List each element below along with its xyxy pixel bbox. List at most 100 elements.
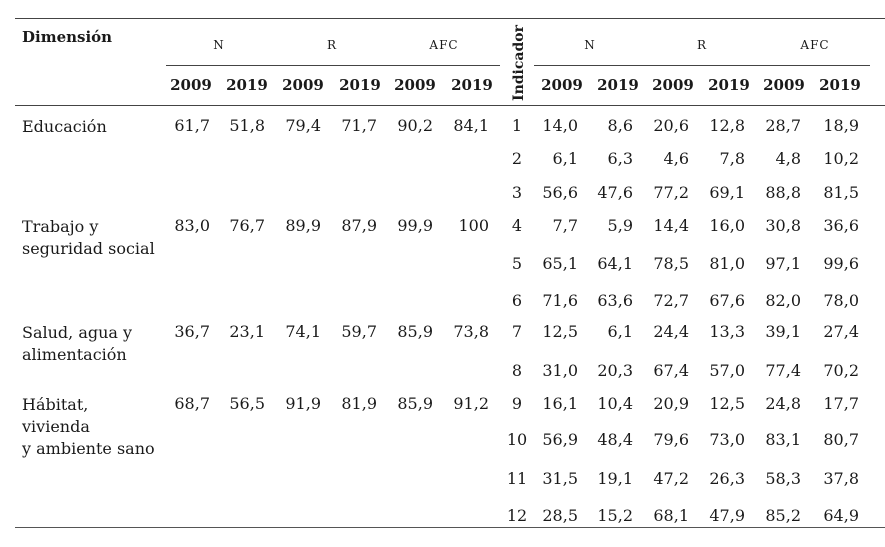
dimension-header: Dimensión (22, 28, 113, 46)
indicator-header: Indicador (506, 25, 532, 101)
dimension-label-line: Hábitat, (22, 395, 89, 414)
dimension-value-cell: 89,9 (285, 216, 321, 235)
dimension-value-cell: 56,5 (229, 394, 265, 413)
indicator-value-cell: 56,6 (542, 183, 578, 202)
indicator-value-cell: 85,2 (765, 506, 801, 525)
top-rule (15, 18, 885, 19)
indicator-value-cell: 36,6 (823, 216, 859, 235)
indicator-value-cell: 24,8 (765, 394, 801, 413)
year-header-right: 2009 (541, 76, 583, 94)
indicator-value-cell: 20,9 (653, 394, 689, 413)
indicator-value-cell: 37,8 (823, 469, 859, 488)
indicator-value-cell: 24,4 (653, 322, 689, 341)
indicator-value-cell: 69,1 (709, 183, 745, 202)
indicator-value-cell: 4,8 (775, 149, 801, 168)
indicator-value-cell: 13,3 (709, 322, 745, 341)
indicator-value-cell: 47,6 (597, 183, 633, 202)
indicator-value-cell: 8,6 (607, 116, 633, 135)
indicator-number: 8 (511, 361, 523, 380)
indicator-value-cell: 17,7 (823, 394, 859, 413)
indicator-value-cell: 15,2 (597, 506, 633, 525)
dimension-value-cell: 87,9 (341, 216, 377, 235)
indicator-value-cell: 64,9 (823, 506, 859, 525)
dimension-value-cell: 36,7 (174, 322, 210, 341)
indicator-value-cell: 68,1 (653, 506, 689, 525)
indicator-value-cell: 72,7 (653, 291, 689, 310)
group-header-right: AFC (800, 38, 830, 52)
indicator-value-cell: 26,3 (709, 469, 745, 488)
indicator-value-cell: 10,4 (597, 394, 633, 413)
year-header-right: 2019 (597, 76, 639, 94)
year-header-right: 2009 (763, 76, 805, 94)
indicator-number: 5 (511, 254, 523, 273)
indicator-value-cell: 88,8 (765, 183, 801, 202)
indicator-header-label: Indicador (511, 25, 527, 101)
indicator-number: 2 (511, 149, 523, 168)
dimension-value-cell: 83,0 (174, 216, 210, 235)
dimension-value-cell: 71,7 (341, 116, 377, 135)
indicator-value-cell: 80,7 (823, 430, 859, 449)
indicator-number: 4 (511, 216, 523, 235)
indicator-value-cell: 16,1 (542, 394, 578, 413)
year-header-left: 2009 (394, 76, 436, 94)
indicator-value-cell: 14,0 (542, 116, 578, 135)
indicator-value-cell: 12,5 (542, 322, 578, 341)
indicator-value-cell: 47,2 (653, 469, 689, 488)
indicator-number: 9 (511, 394, 523, 413)
dimension-value-cell: 85,9 (397, 322, 433, 341)
dimension-value-cell: 51,8 (229, 116, 265, 135)
dimension-value-cell: 91,2 (453, 394, 489, 413)
indicator-value-cell: 57,0 (709, 361, 745, 380)
bottom-rule (15, 527, 885, 528)
indicator-value-cell: 7,7 (552, 216, 578, 235)
dimension-label-line: y ambiente sano (22, 439, 155, 458)
dimension-label-line: alimentación (22, 345, 127, 364)
indicator-number: 7 (511, 322, 523, 341)
dimension-value-cell: 99,9 (397, 216, 433, 235)
indicator-value-cell: 6,1 (607, 322, 633, 341)
dimension-value-cell: 68,7 (174, 394, 210, 413)
group-subrule-left (166, 65, 500, 66)
year-header-left: 2019 (451, 76, 493, 94)
dimension-label: Hábitat, vivienda y ambiente sano (22, 394, 172, 460)
indicator-value-cell: 99,6 (823, 254, 859, 273)
year-header-left: 2019 (339, 76, 381, 94)
dimension-label: Trabajo y seguridad social (22, 216, 172, 260)
indicator-value-cell: 31,0 (542, 361, 578, 380)
group-header-left: AFC (429, 38, 459, 52)
dimension-value-cell: 61,7 (174, 116, 210, 135)
indicator-value-cell: 70,2 (823, 361, 859, 380)
indicator-value-cell: 12,8 (709, 116, 745, 135)
group-subrule-right (534, 65, 870, 66)
dimension-value-cell: 76,7 (229, 216, 265, 235)
indicator-value-cell: 30,8 (765, 216, 801, 235)
dimension-label-line: Educación (22, 117, 107, 136)
indicator-value-cell: 28,5 (542, 506, 578, 525)
indicator-value-cell: 4,6 (663, 149, 689, 168)
dimension-value-cell: 91,9 (285, 394, 321, 413)
indicator-value-cell: 6,3 (607, 149, 633, 168)
indicator-number: 11 (506, 469, 528, 488)
dimension-label-line: seguridad social (22, 239, 155, 258)
indicator-value-cell: 27,4 (823, 322, 859, 341)
group-header-right: R (696, 38, 708, 52)
indicator-value-cell: 14,4 (653, 216, 689, 235)
dimension-label: Educación (22, 116, 172, 138)
indicator-value-cell: 58,3 (765, 469, 801, 488)
indicator-value-cell: 47,9 (709, 506, 745, 525)
indicator-value-cell: 20,6 (653, 116, 689, 135)
indicator-value-cell: 56,9 (542, 430, 578, 449)
indicator-value-cell: 10,2 (823, 149, 859, 168)
indicator-value-cell: 6,1 (552, 149, 578, 168)
dimension-value-cell: 85,9 (397, 394, 433, 413)
indicator-number: 10 (506, 430, 528, 449)
indicator-value-cell: 20,3 (597, 361, 633, 380)
indicator-value-cell: 78,0 (823, 291, 859, 310)
year-header-left: 2009 (170, 76, 212, 94)
dimension-value-cell: 90,2 (397, 116, 433, 135)
dimension-value-cell: 73,8 (453, 322, 489, 341)
indicator-number: 6 (511, 291, 523, 310)
dimension-label-line: Trabajo y (22, 217, 99, 236)
indicator-value-cell: 77,4 (765, 361, 801, 380)
group-header-right: N (584, 38, 596, 52)
